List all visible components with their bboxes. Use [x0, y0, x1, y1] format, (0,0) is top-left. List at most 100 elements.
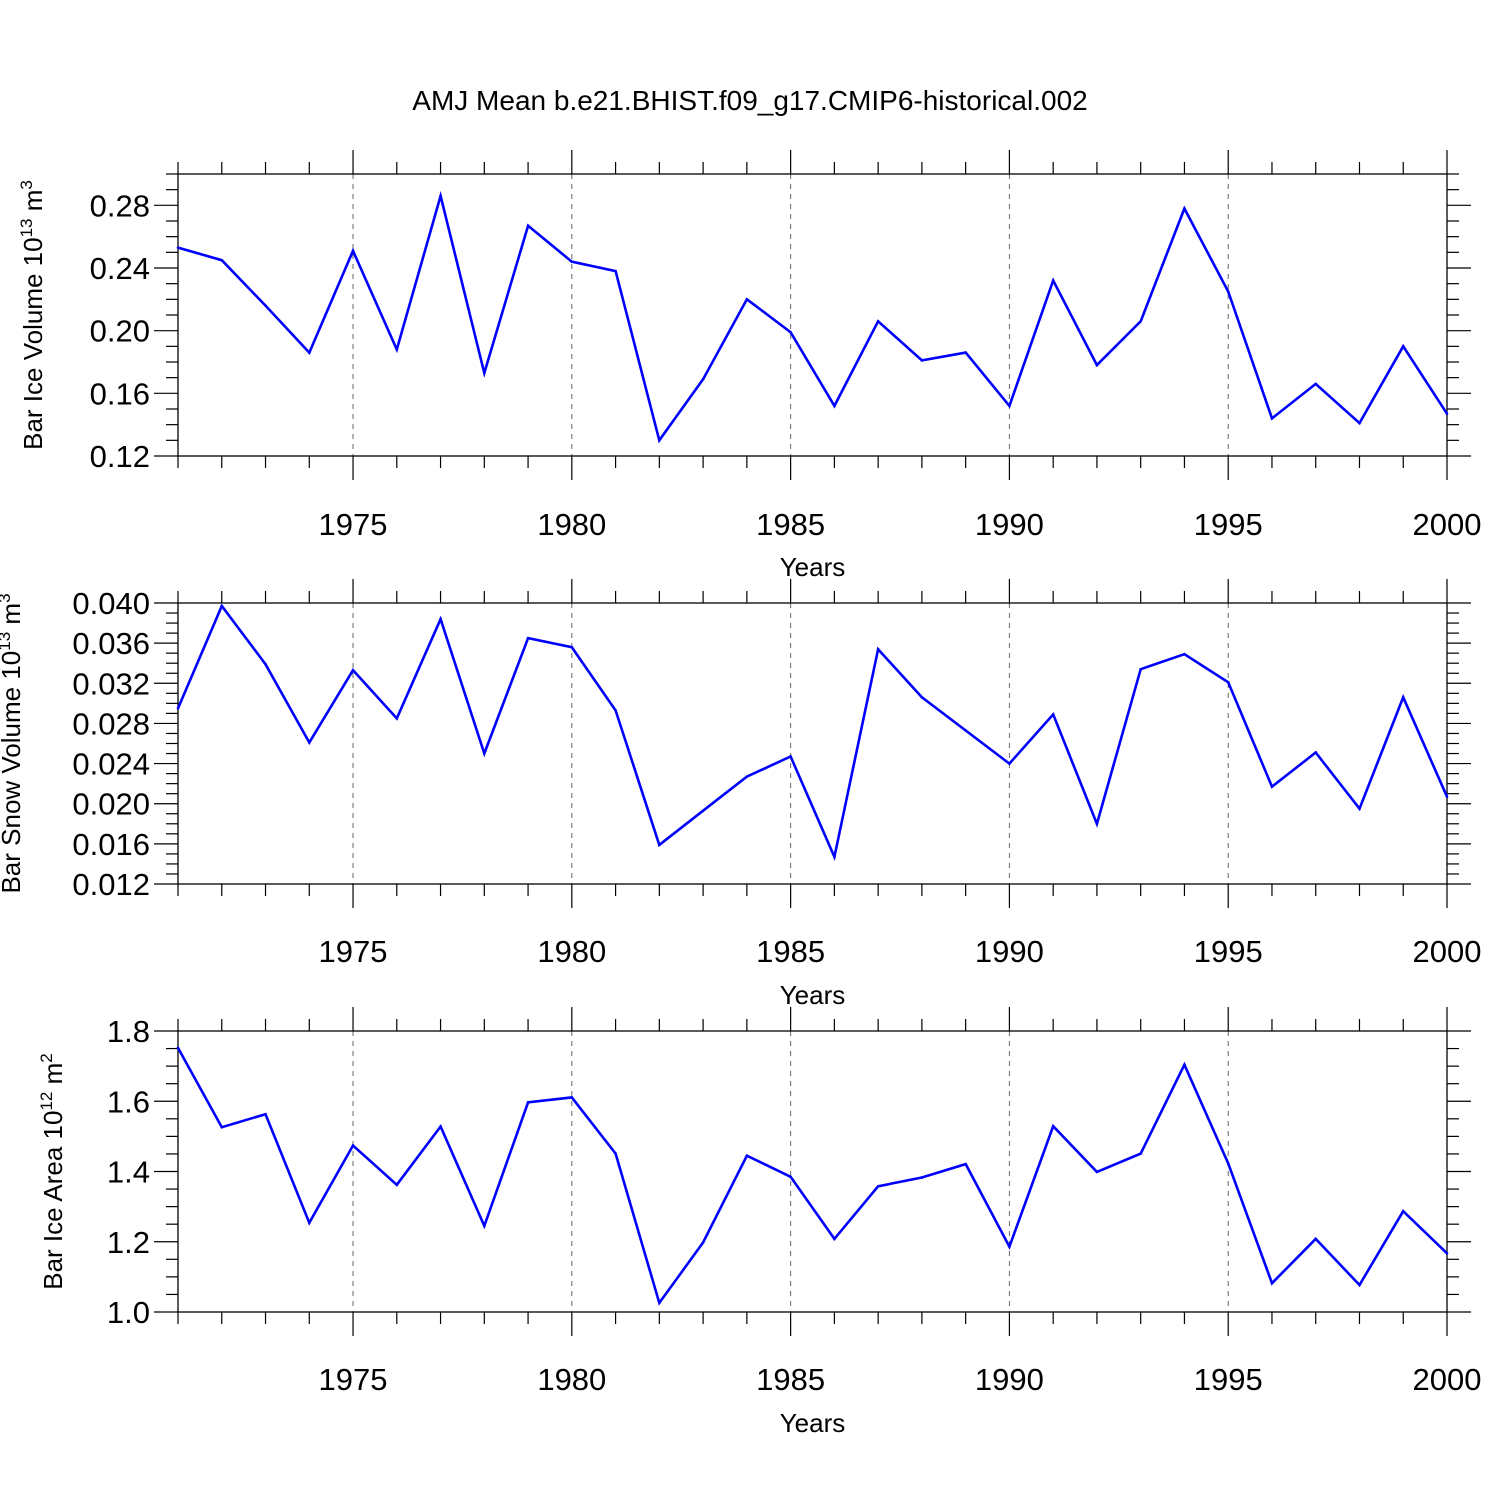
y-tick-label: 0.024: [72, 747, 150, 782]
x-tick-label: 1980: [537, 1362, 606, 1397]
data-point: [483, 1224, 486, 1228]
y-tick-label: 0.24: [90, 251, 150, 286]
data-point: [439, 1125, 442, 1128]
data-point: [876, 319, 880, 323]
data-point: [351, 249, 355, 253]
x-tick-label: 1975: [319, 507, 388, 542]
series-line: [176, 603, 1449, 862]
y-tick-label: 1.4: [107, 1155, 150, 1190]
data-point: [351, 1144, 355, 1147]
y-tick-label: 0.16: [90, 376, 150, 411]
data-point: [220, 258, 224, 262]
data-point: [614, 1152, 617, 1155]
y-tick-label: 0.028: [72, 706, 150, 741]
series-line: [176, 1047, 1448, 1306]
x-tick-label: 2000: [1413, 1362, 1482, 1397]
y-axis-label-ylabel-exp: 13: [0, 632, 14, 651]
y-axis-label-ylabel-exp: 12: [37, 1092, 56, 1111]
y-axis-label-ylabel-unit-exp: 2: [37, 1053, 56, 1062]
data-point: [1445, 1252, 1449, 1255]
y-tick-label: 0.012: [72, 867, 150, 902]
x-tick-label: 1990: [975, 507, 1044, 542]
y-tick-label: 0.20: [90, 314, 150, 349]
data-point: [964, 351, 967, 354]
data-point: [439, 194, 442, 198]
data-point: [1095, 822, 1099, 826]
chart-panels: 0.12 0.16 0.20 0.24 0.28 1975 1980 1985 1990 1995…: [0, 150, 1481, 1438]
y-tick-label: 0.020: [72, 787, 150, 822]
y-tick-label: 0.28: [90, 188, 150, 223]
data-point: [920, 359, 924, 362]
x-tick-label: 1995: [1194, 1362, 1263, 1397]
data-point: [1445, 795, 1449, 798]
data-point: [658, 843, 661, 847]
x-tick-label: 2000: [1413, 934, 1482, 969]
chart-title: AMJ Mean b.e21.BHIST.f09_g17.CMIP6-histo…: [412, 85, 1087, 116]
data-point: [1051, 279, 1055, 282]
data-point: [614, 709, 617, 712]
x-tick-label: 1975: [319, 1362, 388, 1397]
data-point: [220, 604, 224, 608]
data-point: [1270, 1281, 1274, 1285]
data-point: [1314, 382, 1318, 386]
data-point: [1008, 762, 1011, 765]
data-point: [220, 1125, 224, 1129]
data-point: [307, 741, 311, 744]
data-point: [264, 1112, 267, 1116]
data-point: [395, 717, 399, 720]
data-point: [526, 224, 530, 227]
y-tick-label: 1.8: [107, 1014, 150, 1049]
data-point: [1314, 751, 1318, 754]
data-point: [1270, 417, 1274, 420]
data-point: [1008, 404, 1011, 408]
data-point: [1139, 667, 1142, 671]
data-point: [264, 662, 267, 666]
x-tick-label: 1985: [756, 934, 825, 969]
data-point: [1051, 1124, 1055, 1128]
data-point: [176, 1046, 180, 1050]
data-point: [264, 304, 267, 307]
x-tick-label: 1995: [1194, 934, 1263, 969]
data-point: [701, 809, 705, 813]
data-point: [1183, 652, 1186, 656]
data-point: [307, 1221, 311, 1225]
x-axis-label: Years: [780, 552, 846, 582]
y-tick-label: 0.040: [72, 586, 150, 621]
data-point: [1401, 1209, 1405, 1213]
data-point: [570, 1096, 574, 1099]
data-point: [1358, 1283, 1361, 1287]
data-point: [1139, 1152, 1142, 1155]
data-point: [1314, 1237, 1318, 1241]
y-tick-label: 0.12: [90, 439, 150, 474]
x-tick-label: 1980: [537, 934, 606, 969]
data-point: [833, 404, 836, 408]
data-point: [1183, 1063, 1186, 1067]
data-point: [1226, 680, 1230, 684]
y-tick-label: 0.032: [72, 666, 150, 701]
data-point: [789, 330, 792, 334]
plot-frame: [177, 602, 1448, 885]
y-axis-label-ylabel-unit-exp: 3: [0, 593, 14, 602]
y-axis-label-ylabel-unit: m: [18, 190, 48, 219]
x-tick-label: 1980: [537, 507, 606, 542]
data-point: [395, 348, 399, 351]
data-point: [1226, 1162, 1230, 1165]
y-axis-label: Bar Ice Volume 1013 m3: [17, 180, 48, 450]
data-point: [351, 668, 355, 672]
x-tick-label: 1985: [756, 507, 825, 542]
data-point: [614, 269, 617, 273]
data-point: [483, 752, 486, 755]
y-axis-label: Bar Ice Area 1012 m2: [37, 1053, 68, 1290]
data-point: [745, 298, 749, 301]
panel-2: 0.012 0.016 0.020 0.024 0.028 0.032 0.036 0.040…: [0, 579, 1481, 1010]
data-point: [964, 729, 967, 732]
data-point: [526, 1101, 530, 1104]
data-point: [1008, 1245, 1011, 1248]
data-point: [176, 246, 180, 249]
y-axis-label-ylabel-exp: 13: [17, 218, 36, 237]
data-point: [920, 1176, 924, 1179]
data-point: [658, 439, 661, 442]
data-point: [1401, 345, 1405, 348]
plot-frame: [177, 173, 1448, 457]
